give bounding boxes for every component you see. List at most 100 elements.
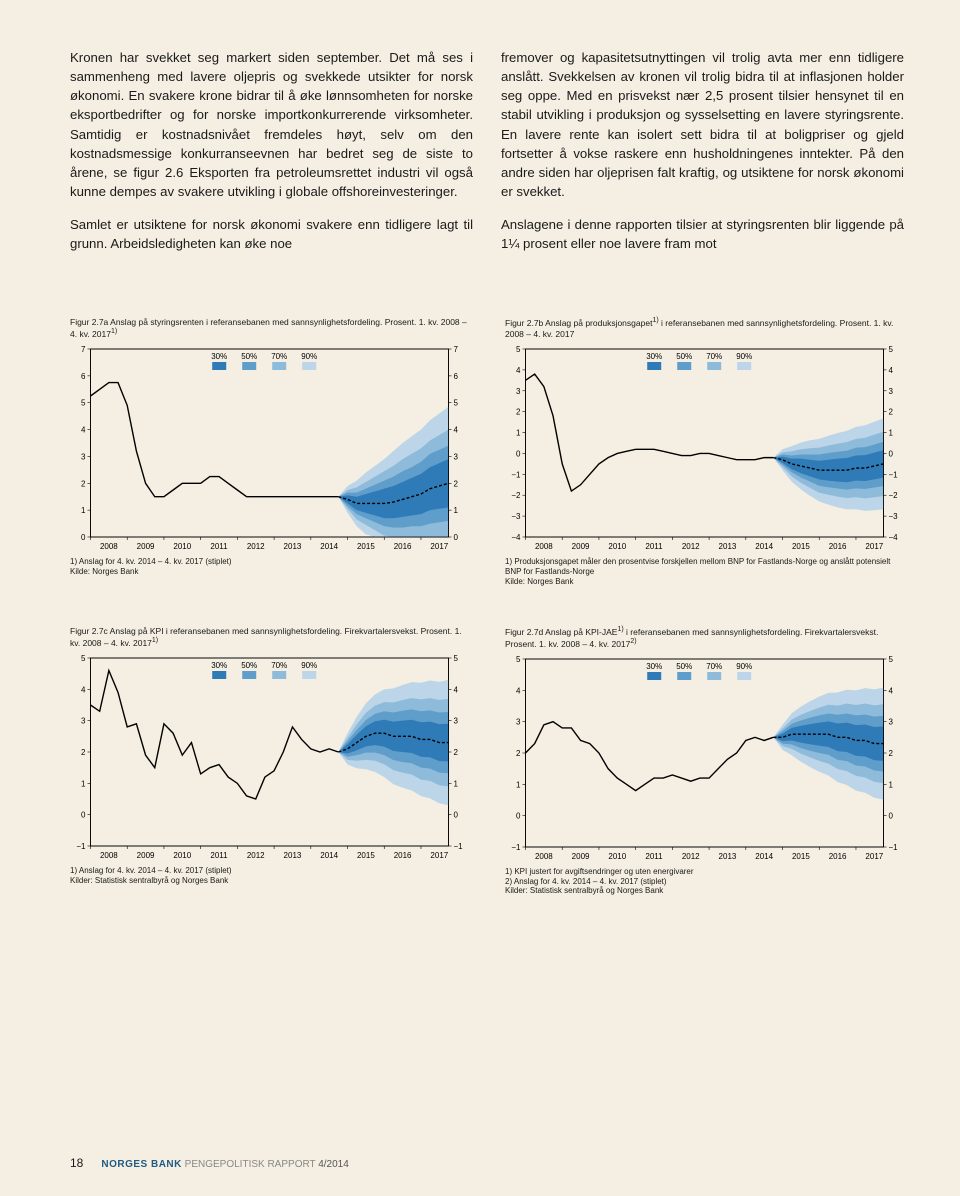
svg-text:70%: 70% [706,662,722,671]
svg-text:−4: −4 [889,533,899,542]
svg-text:2009: 2009 [137,542,155,551]
chart-note: Kilder: Statistisk sentralbyrå og Norges… [70,876,469,886]
svg-text:−2: −2 [889,492,899,501]
chart-title: Figur 2.7d Anslag på KPI-JAE1) i referan… [505,626,904,649]
svg-text:30%: 30% [646,662,662,671]
svg-text:2011: 2011 [645,852,663,861]
chart-note: 1) KPI justert for avgiftsendringer og u… [505,867,904,877]
svg-text:0: 0 [454,533,459,542]
svg-text:4: 4 [516,687,521,696]
svg-text:2010: 2010 [173,851,191,860]
svg-text:2: 2 [516,408,521,417]
svg-text:2017: 2017 [865,852,883,861]
svg-text:0: 0 [516,450,521,459]
chart-title-text: Figur 2.7c Anslag på KPI i referansebane… [70,626,462,647]
footer-report: PENGEPOLITISK RAPPORT [185,1159,316,1170]
svg-text:2012: 2012 [247,851,265,860]
svg-text:3: 3 [889,718,894,727]
svg-text:70%: 70% [271,352,287,361]
svg-text:0: 0 [889,450,894,459]
svg-text:0: 0 [81,811,86,820]
footer-bank: NORGES BANK [101,1159,182,1170]
chart-title: Figur 2.7b Anslag på produksjonsgapet1) … [505,317,904,339]
svg-text:4: 4 [81,426,86,435]
svg-text:2012: 2012 [247,542,265,551]
svg-text:2015: 2015 [357,851,375,860]
svg-text:2015: 2015 [792,542,810,551]
svg-text:4: 4 [889,366,894,375]
svg-text:90%: 90% [736,352,752,361]
svg-text:1: 1 [889,781,894,790]
svg-text:90%: 90% [736,662,752,671]
chart-note: 1) Anslag for 4. kv. 2014 – 4. kv. 2017 … [70,866,469,876]
svg-text:6: 6 [454,372,459,381]
svg-text:2013: 2013 [284,542,302,551]
paragraph: fremover og kapasitetsutnyttingen vil tr… [501,48,904,201]
svg-text:2011: 2011 [210,542,228,551]
chart-2-7a: Figur 2.7a Anslag på styringsrenten i re… [70,317,469,586]
chart-title-text: Figur 2.7a Anslag på styringsrenten i re… [70,317,467,338]
svg-text:90%: 90% [301,352,317,361]
column-left: Kronen har svekket seg markert siden sep… [70,48,473,267]
svg-text:2014: 2014 [320,851,338,860]
svg-text:1: 1 [516,781,521,790]
svg-text:2009: 2009 [137,851,155,860]
fan-chart: 0011223344556677200820092010201120122013… [70,343,469,553]
svg-text:−2: −2 [511,492,521,501]
column-right: fremover og kapasitetsutnyttingen vil tr… [501,48,904,267]
svg-text:2009: 2009 [572,852,590,861]
paragraph: Samlet er utsiktene for norsk økonomi sv… [70,215,473,253]
svg-text:50%: 50% [676,662,692,671]
svg-text:2: 2 [454,748,459,757]
paragraph: Kronen har svekket seg markert siden sep… [70,48,473,201]
svg-text:2017: 2017 [865,542,883,551]
svg-text:−1: −1 [889,471,899,480]
svg-text:30%: 30% [646,352,662,361]
svg-text:2016: 2016 [829,852,847,861]
svg-text:3: 3 [81,453,86,462]
svg-text:2010: 2010 [173,542,191,551]
svg-text:−3: −3 [889,513,899,522]
svg-text:4: 4 [516,366,521,375]
svg-text:50%: 50% [676,352,692,361]
svg-text:5: 5 [889,655,894,664]
svg-text:2011: 2011 [210,851,228,860]
chart-note: 1) Anslag for 4. kv. 2014 – 4. kv. 2017 … [70,557,469,567]
svg-text:1: 1 [454,780,459,789]
svg-text:2013: 2013 [719,542,737,551]
chart-notes: 1) Produksjonsgapet måler den prosentvis… [505,557,904,586]
chart-notes: 1) KPI justert for avgiftsendringer og u… [505,867,904,896]
svg-text:2010: 2010 [608,852,626,861]
svg-text:4: 4 [81,686,86,695]
chart-title-sup: 1) [111,328,117,335]
svg-text:90%: 90% [301,661,317,670]
fan-chart: −1−1001122334455200820092010201120122013… [70,652,469,862]
svg-text:−1: −1 [76,842,86,851]
chart-title-sup: 2) [630,638,636,645]
chart-note: 2) Anslag for 4. kv. 2014 – 4. kv. 2017 … [505,877,904,887]
chart-title-sup: 1) [152,637,158,644]
svg-text:2009: 2009 [572,542,590,551]
svg-text:2015: 2015 [357,542,375,551]
svg-text:1: 1 [81,507,86,516]
svg-text:2014: 2014 [755,852,773,861]
svg-text:2008: 2008 [535,542,553,551]
chart-notes: 1) Anslag for 4. kv. 2014 – 4. kv. 2017 … [70,557,469,576]
svg-text:4: 4 [889,687,894,696]
svg-text:−1: −1 [454,842,464,851]
fan-chart: −4−4−3−3−2−2−1−1001122334455200820092010… [505,343,904,553]
svg-text:5: 5 [516,655,521,664]
svg-text:70%: 70% [706,352,722,361]
svg-text:1: 1 [889,429,894,438]
chart-title: Figur 2.7a Anslag på styringsrenten i re… [70,317,469,339]
svg-text:2016: 2016 [394,851,412,860]
svg-text:2: 2 [81,480,86,489]
svg-text:50%: 50% [241,661,257,670]
fan-chart: −1−1001122334455200820092010201120122013… [505,653,904,863]
svg-text:2014: 2014 [755,542,773,551]
svg-text:2015: 2015 [792,852,810,861]
svg-text:2008: 2008 [535,852,553,861]
svg-text:2013: 2013 [719,852,737,861]
svg-text:1: 1 [81,780,86,789]
chart-note: Kilde: Norges Bank [505,577,904,587]
